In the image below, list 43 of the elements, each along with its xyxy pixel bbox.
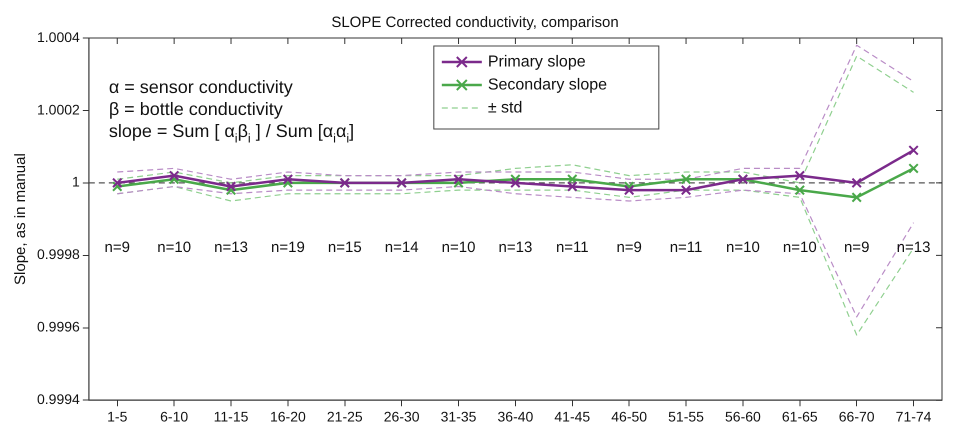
annotation: n=14 (384, 239, 419, 256)
x-tick-label: 66-70 (838, 408, 875, 424)
annotation: n=11 (556, 239, 589, 256)
annotation: n=13 (214, 239, 248, 256)
y-axis-title: Slope, as in manual (12, 153, 30, 285)
x-tick-label: 31-35 (440, 408, 477, 424)
x-tick-label: 41-45 (554, 408, 590, 424)
x-tick-label: 1-5 (107, 408, 128, 424)
y-tick-label: 1.0002 (36, 101, 80, 118)
annotation: n=9 (104, 239, 130, 256)
annotation: n=10 (726, 239, 760, 256)
x-tick-label: 46-50 (611, 408, 648, 424)
x-tick-label: 61-65 (782, 408, 818, 424)
y-tick-label: 0.9998 (36, 246, 80, 262)
legend-label: ± std (488, 99, 522, 116)
annotation: n=13 (498, 239, 532, 256)
y-tick-label: 1 (72, 174, 80, 190)
annotation: n=10 (157, 239, 192, 256)
annotation: β = bottle conductivity (108, 99, 283, 119)
x-tick-label: 26-30 (384, 408, 420, 424)
annotation: n=10 (782, 239, 817, 256)
x-tick-label: 11-15 (214, 408, 249, 424)
x-tick-label: 51-55 (668, 408, 704, 424)
annotation: n=13 (896, 239, 930, 256)
x-tick-label: 6-10 (160, 408, 188, 424)
annotation: n=11 (670, 239, 702, 256)
annotation: n=19 (270, 239, 305, 256)
x-tick-label: 21-25 (326, 408, 363, 424)
legend-label: Secondary slope (488, 76, 608, 94)
legend-label: Primary slope (488, 53, 586, 70)
x-tick-label: 71-74 (896, 408, 932, 424)
y-tick-label: 0.9994 (36, 391, 80, 408)
annotation: n=9 (616, 239, 642, 256)
annotation: n=9 (844, 239, 870, 256)
y-tick-label: 1.0004 (36, 28, 80, 45)
chart-title: SLOPE Corrected conductivity, comparison (331, 14, 619, 32)
annotation: n=10 (442, 239, 476, 256)
y-tick-label: 0.9996 (36, 318, 80, 335)
annotation: α = sensor conductivity (108, 77, 293, 97)
x-tick-label: 36-40 (498, 408, 534, 424)
annotation: n=15 (328, 239, 362, 256)
x-tick-label: 56-60 (725, 408, 762, 424)
x-tick-label: 16-20 (270, 408, 306, 424)
